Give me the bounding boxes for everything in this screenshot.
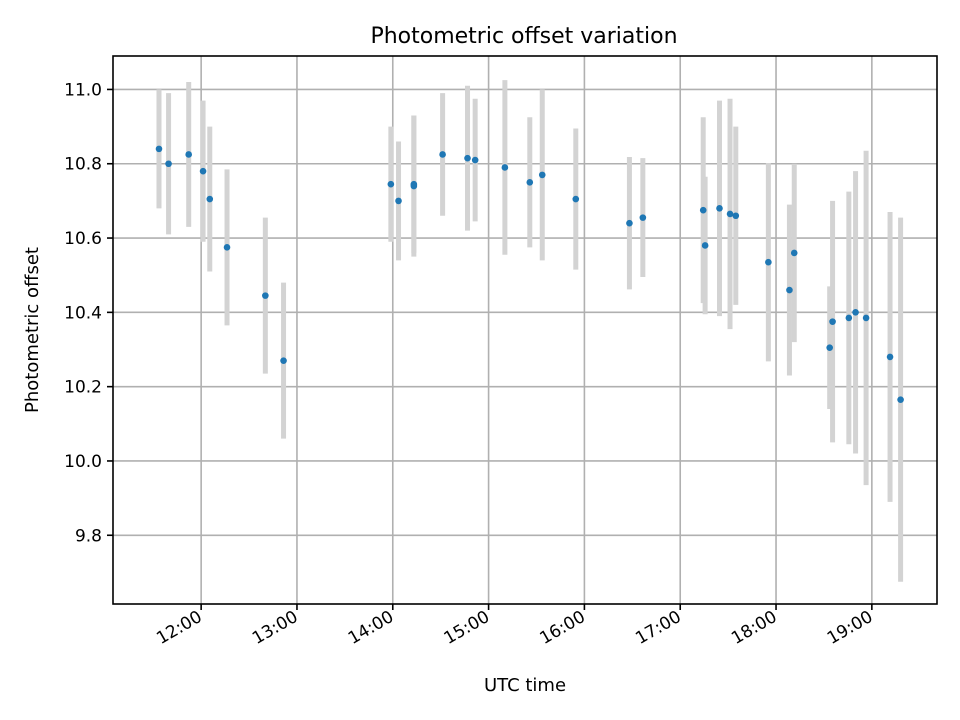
x-tick-label: 17:00 xyxy=(632,607,684,649)
data-point xyxy=(471,156,479,164)
data-point xyxy=(699,206,707,214)
data-point xyxy=(538,171,546,179)
data-point xyxy=(165,160,172,168)
error-bars xyxy=(156,80,904,582)
x-tick-label: 14:00 xyxy=(345,607,397,649)
plot-area-frame xyxy=(112,55,938,605)
y-tick-label: 11.0 xyxy=(64,80,102,100)
data-point xyxy=(897,396,904,403)
data-point xyxy=(790,249,798,257)
y-axis-label: Photometric offset xyxy=(22,247,43,413)
data-point xyxy=(185,151,192,158)
y-tick-label: 10.0 xyxy=(64,452,102,472)
data-point xyxy=(786,286,793,294)
data-point xyxy=(701,242,709,249)
data-point xyxy=(852,309,859,316)
y-tick-label: 10.2 xyxy=(64,378,102,398)
data-point xyxy=(395,197,402,205)
data-point xyxy=(765,258,772,266)
data-point xyxy=(726,210,734,218)
x-tick-label: 19:00 xyxy=(824,607,876,649)
data-point xyxy=(845,314,853,322)
data-point xyxy=(155,145,163,153)
y-tick-label: 9.8 xyxy=(75,526,102,546)
data-point xyxy=(626,219,633,227)
data-point xyxy=(439,151,446,158)
data-point xyxy=(206,195,214,203)
data-point xyxy=(886,353,894,361)
data-point xyxy=(262,292,269,299)
data-point xyxy=(716,205,723,212)
data-point xyxy=(572,195,580,203)
data-point xyxy=(199,167,207,175)
x-tick-label: 13:00 xyxy=(249,607,301,649)
data-point xyxy=(732,212,740,220)
data-points xyxy=(155,145,904,403)
x-tick-label: 15:00 xyxy=(441,607,493,649)
data-point xyxy=(410,182,418,190)
axis-ticks: 12:00 13:00 14:00 15:00 16:00 17:00 18:00 19:00… xyxy=(64,80,876,648)
data-point xyxy=(526,179,534,186)
x-axis-label: UTC time xyxy=(484,675,566,696)
data-point xyxy=(280,357,287,364)
chart-title: Photometric offset variation xyxy=(370,24,677,49)
data-point xyxy=(223,244,231,251)
data-point xyxy=(826,344,833,351)
y-tick-label: 10.6 xyxy=(64,229,102,249)
data-point xyxy=(464,154,471,162)
y-tick-label: 10.8 xyxy=(64,155,102,175)
data-point xyxy=(387,180,395,188)
x-tick-label: 16:00 xyxy=(536,607,588,649)
data-point xyxy=(829,318,836,325)
data-point xyxy=(862,314,870,322)
x-tick-label: 12:00 xyxy=(153,607,205,649)
y-tick-label: 10.4 xyxy=(64,303,102,323)
grid-lines xyxy=(113,56,937,604)
data-point xyxy=(501,164,509,171)
x-tick-label: 18:00 xyxy=(728,607,780,649)
data-point xyxy=(639,214,647,221)
